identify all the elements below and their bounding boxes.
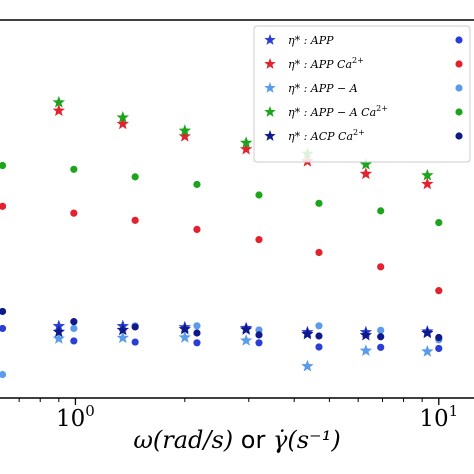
legend-circle-marker	[455, 108, 463, 116]
circle-point	[377, 333, 385, 341]
circle-point	[435, 344, 443, 353]
circle-point	[255, 236, 263, 244]
star-point	[301, 327, 314, 340]
circle-point	[193, 180, 201, 189]
circle-point	[131, 216, 139, 224]
legend-label: η* : APP	[288, 34, 334, 47]
x-axis-label: ω(rad/s) or γ̇(s⁻¹)	[0, 426, 474, 454]
x-axis-label-word: or	[240, 426, 266, 454]
x-axis-label-left: ω(rad/s)	[133, 426, 234, 454]
x-ticks: 100 101	[18, 398, 458, 432]
circle-point	[0, 161, 7, 170]
circle-point	[0, 370, 7, 379]
star-point	[52, 104, 65, 116]
circle-point	[131, 323, 139, 331]
star-point	[301, 359, 314, 372]
star-point	[239, 334, 253, 346]
circle-point	[193, 339, 201, 347]
circle-point	[435, 333, 443, 342]
star-point	[116, 117, 129, 130]
star-point	[116, 111, 129, 123]
x-tick-label: 101	[419, 402, 458, 432]
circle-point	[0, 324, 7, 333]
circle-point	[377, 207, 385, 215]
circle-point	[315, 343, 323, 351]
star-point	[178, 124, 191, 137]
star-point	[239, 323, 253, 335]
legend-circle-marker	[455, 60, 463, 68]
star-point	[359, 328, 373, 341]
legend-star-marker	[264, 58, 276, 69]
circle-point	[377, 263, 385, 271]
legend: η* : APP η* : APP Ca2+ η* : APP − A η* : AP…	[253, 25, 471, 163]
circle-point	[377, 326, 385, 334]
circle-point	[70, 165, 78, 173]
circle-point	[435, 219, 443, 227]
star-point	[178, 331, 191, 343]
circle-point	[0, 202, 7, 210]
star-point	[421, 177, 434, 190]
star-point	[359, 157, 373, 170]
star-point	[239, 142, 253, 155]
legend-circle-marker	[455, 132, 463, 140]
legend-label: η* : APP Ca2+	[288, 56, 364, 71]
circle-point	[435, 287, 443, 295]
circle-point	[131, 338, 139, 346]
circle-point	[255, 191, 263, 199]
circle-point	[193, 329, 201, 337]
legend-star-marker	[264, 106, 276, 117]
star-point	[421, 168, 434, 181]
circle-point	[70, 337, 78, 345]
legend-circle-marker	[455, 84, 463, 92]
star-point	[239, 136, 253, 149]
legend-label: η* : ACP Ca2+	[288, 128, 365, 143]
legend-star-marker	[264, 82, 276, 93]
circle-point	[193, 322, 201, 330]
star-point	[178, 129, 191, 142]
circle-point	[315, 322, 323, 330]
circle-point	[315, 248, 323, 257]
circle-point	[193, 225, 201, 234]
x-tick-label: 100	[56, 402, 95, 432]
legend-star-marker	[264, 130, 276, 141]
star-point	[178, 322, 191, 335]
star-point	[52, 95, 65, 108]
star-point	[359, 344, 373, 357]
star-point	[421, 345, 434, 357]
legend-items: η* : APP η* : APP Ca2+ η* : APP − A η* : AP…	[264, 34, 463, 143]
circle-point	[70, 318, 78, 326]
legend-circle-marker	[455, 36, 463, 44]
circle-point	[255, 331, 263, 339]
x-axis-label-right: γ̇(s⁻¹)	[273, 426, 341, 454]
circle-point	[131, 173, 139, 181]
circle-point	[70, 209, 78, 217]
legend-label: η* : APP − A Ca2+	[288, 104, 388, 119]
legend-label: η* : APP − A	[288, 82, 358, 95]
data-points	[0, 95, 443, 379]
circle-point	[0, 307, 7, 316]
legend-star-marker	[264, 34, 276, 45]
star-point	[421, 326, 434, 339]
star-point	[52, 332, 65, 344]
circle-point	[315, 199, 323, 207]
star-point	[116, 323, 129, 336]
star-point	[359, 167, 373, 180]
circle-point	[315, 332, 323, 340]
star-point	[116, 331, 129, 344]
star-point	[52, 325, 65, 338]
circle-point	[255, 339, 263, 347]
legend-box	[253, 25, 471, 163]
circle-point	[377, 343, 385, 351]
circle-point	[70, 324, 78, 333]
